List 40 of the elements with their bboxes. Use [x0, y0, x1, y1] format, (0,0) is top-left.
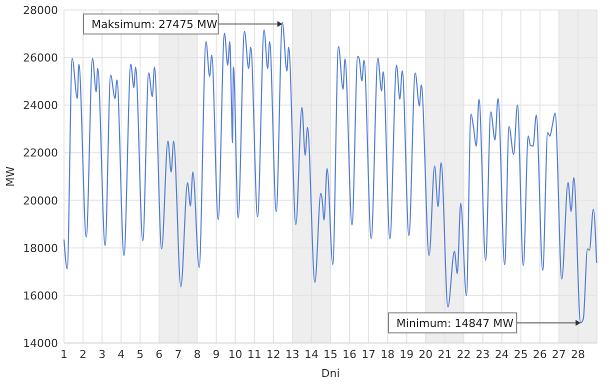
x-tick-label: 3 [98, 348, 106, 361]
x-tick-label: 9 [212, 348, 220, 361]
x-tick-label: 10 [228, 348, 242, 361]
x-tick-label: 20 [418, 348, 433, 361]
x-tick-label: 19 [400, 348, 414, 361]
x-tick-label: 26 [532, 348, 547, 361]
x-tick-label: 28 [570, 348, 585, 361]
annotation: Maksimum: 27475 MW [92, 18, 218, 31]
x-tick-label: 21 [438, 348, 452, 361]
x-tick-label: 7 [174, 348, 182, 361]
x-tick-label: 25 [514, 348, 528, 361]
x-tick-label: 16 [342, 348, 357, 361]
y-axis-title: MW [4, 166, 17, 187]
x-tick-label: 4 [118, 348, 125, 361]
x-tick-label: 2 [80, 348, 87, 361]
y-tick-label: 16000 [23, 289, 58, 302]
x-tick-label: 8 [194, 348, 201, 361]
x-axis-title: Dni [321, 367, 340, 380]
annotation: Minimum: 14847 MW [396, 316, 514, 330]
x-tick-label: 14 [304, 348, 318, 361]
x-tick-label: 11 [247, 348, 262, 361]
x-tick-label: 24 [494, 348, 509, 361]
x-tick-label: 27 [552, 348, 566, 361]
x-tick-label: 1 [60, 348, 68, 361]
x-tick-label: 5 [136, 348, 144, 361]
y-tick-label: 26000 [23, 52, 58, 65]
y-tick-label: 28000 [23, 4, 58, 17]
y-tick-label: 18000 [23, 242, 58, 255]
y-tick-label: 14000 [23, 337, 58, 350]
x-tick-label: 18 [380, 348, 395, 361]
x-tick-label: 22 [456, 348, 471, 361]
x-tick-label: 17 [362, 348, 376, 361]
y-tick-label: 24000 [23, 99, 58, 112]
y-tick-label: 22000 [23, 146, 58, 160]
x-tick-label: 15 [324, 348, 338, 361]
y-tick-label: 20000 [23, 194, 58, 208]
x-tick-label: 13 [285, 348, 300, 361]
x-tick-label: 23 [476, 348, 490, 361]
x-tick-label: 6 [156, 348, 163, 361]
x-tick-label: 12 [266, 348, 280, 361]
